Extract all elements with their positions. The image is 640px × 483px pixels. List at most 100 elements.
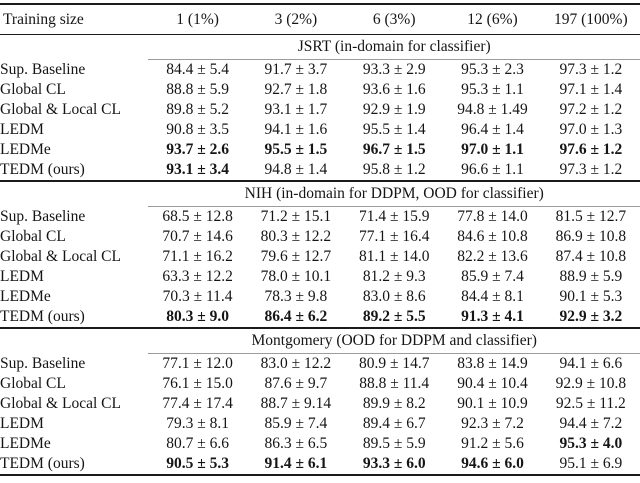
table-row: Global CL 88.8 ± 5.9 92.7 ± 1.8 93.6 ± 1.6 9… [0,80,640,100]
table-row: Sup. Baseline 68.5 ± 12.8 71.2 ± 15.1 71.4 … [0,207,640,228]
table-section: NIH (in-domain for DDPM, OOD for classif… [0,181,640,328]
metric-cell: 87.4 ± 10.8 [555,248,627,265]
table-section: JSRT (in-domain for classifier) Sup. Base… [0,34,640,181]
metric-cell: 95.5 ± 1.4 [362,121,426,138]
metric-cell: 94.1 ± 1.6 [264,121,328,138]
row-label: Global CL [0,375,66,392]
section-title: Montgomery (OOD for DDPM and classifier) [148,328,640,354]
row-label: Global & Local CL [0,395,121,412]
metric-cell: 71.1 ± 16.2 [162,248,233,265]
row-label: TEDM (ours) [0,308,85,325]
metric-cell: 77.4 ± 17.4 [162,395,233,412]
metric-cell: 87.6 ± 9.7 [264,375,328,392]
metric-cell: 84.6 ± 10.8 [457,228,528,245]
row-label: LEDMe [0,141,51,158]
metric-cell: 93.1 ± 3.4 [166,161,229,178]
section-title-spacer [0,181,148,207]
metric-cell: 97.3 ± 1.2 [559,61,623,78]
metric-cell: 84.4 ± 5.4 [166,61,229,78]
metric-cell: 94.8 ± 1.49 [457,101,528,118]
metric-cell: 92.9 ± 3.2 [559,308,623,325]
table-header: Training size 1 (1%) 3 (2%) 6 (3%) 12 (6%) 19… [0,4,640,35]
metric-cell: 77.1 ± 12.0 [162,355,233,372]
row-label: Global CL [0,81,66,98]
metric-cell: 92.3 ± 7.2 [461,415,524,432]
column-header: 3 (2%) [274,10,318,28]
table-row: Sup. Baseline 84.4 ± 5.4 91.7 ± 3.7 93.3 ± … [0,60,640,81]
metric-cell: 97.3 ± 1.2 [559,161,623,178]
metric-cell: 93.7 ± 2.6 [166,141,229,158]
metric-cell: 96.7 ± 1.5 [362,141,426,158]
metric-cell: 77.1 ± 16.4 [358,228,430,245]
metric-cell: 89.9 ± 8.2 [362,395,426,412]
metric-cell: 90.1 ± 10.9 [457,395,528,412]
metric-cell: 86.4 ± 6.2 [264,308,328,325]
table-row: Global & Local CL 71.1 ± 16.2 79.6 ± 12.7 8… [0,247,640,267]
metric-cell: 88.7 ± 9.14 [260,395,332,412]
metric-cell: 95.3 ± 2.3 [461,61,524,78]
table-row: Sup. Baseline 77.1 ± 12.0 83.0 ± 12.2 80.9 … [0,354,640,375]
section-title-spacer [0,328,148,354]
table-row: TEDM (ours) 80.3 ± 9.0 86.4 ± 6.2 89.2 ± 5.… [0,307,640,328]
metric-cell: 70.7 ± 14.6 [162,228,233,245]
training-size-column-header: Training size [3,10,84,28]
table-row: TEDM (ours) 93.1 ± 3.4 94.8 ± 1.4 95.8 ± 1.… [0,160,640,181]
metric-cell: 83.0 ± 12.2 [260,355,332,372]
table-row: LEDM 79.3 ± 8.1 85.9 ± 7.4 89.4 ± 6.7 92.3 ±… [0,414,640,434]
metric-cell: 78.0 ± 10.1 [260,268,332,285]
metric-cell: 71.2 ± 15.1 [260,208,332,225]
table-row: TEDM (ours) 90.5 ± 5.3 91.4 ± 6.1 93.3 ± 6.… [0,454,640,475]
header-row: Training size 1 (1%) 3 (2%) 6 (3%) 12 (6%) 19… [0,4,640,35]
metric-cell: 81.5 ± 12.7 [555,208,627,225]
metric-cell: 89.2 ± 5.5 [362,308,426,325]
metric-cell: 85.9 ± 7.4 [461,268,524,285]
table-row: Global CL 70.7 ± 14.6 80.3 ± 12.2 77.1 ± 16… [0,227,640,247]
section-title: JSRT (in-domain for classifier) [148,34,640,60]
table-row: LEDMe 80.7 ± 6.6 86.3 ± 6.5 89.5 ± 5.9 91.2 … [0,434,640,454]
metric-cell: 85.9 ± 7.4 [264,415,328,432]
metric-cell: 94.6 ± 6.0 [461,455,524,472]
section-title-spacer [0,35,148,60]
row-label: TEDM (ours) [0,161,85,178]
table-row: LEDMe 93.7 ± 2.6 95.5 ± 1.5 96.7 ± 1.5 97.0 … [0,140,640,160]
table-row: LEDM 90.8 ± 3.5 94.1 ± 1.6 95.5 ± 1.4 96.4 ±… [0,120,640,140]
metric-cell: 91.3 ± 4.1 [461,308,524,325]
metric-cell: 96.4 ± 1.4 [461,121,524,138]
table-section: Montgomery (OOD for DDPM and classifier)… [0,328,640,475]
metric-cell: 93.3 ± 6.0 [362,455,426,472]
metric-cell: 97.2 ± 1.2 [559,101,623,118]
table-row: LEDMe 70.3 ± 11.4 78.3 ± 9.8 83.0 ± 8.6 84.4… [0,287,640,307]
metric-cell: 77.8 ± 14.0 [457,208,528,225]
metric-cell: 80.3 ± 12.2 [260,228,332,245]
metric-cell: 97.1 ± 1.4 [559,81,623,98]
metric-cell: 86.3 ± 6.5 [264,435,328,452]
metric-cell: 70.3 ± 11.4 [162,288,233,305]
metric-cell: 91.7 ± 3.7 [264,61,328,78]
row-label: LEDM [0,268,44,285]
metric-cell: 90.4 ± 10.4 [457,375,528,392]
metric-cell: 95.1 ± 6.9 [559,455,623,472]
row-label: Sup. Baseline [0,354,86,372]
metric-cell: 80.7 ± 6.6 [166,435,229,452]
column-header: 6 (3%) [372,10,416,28]
metric-cell: 81.1 ± 14.0 [358,248,430,265]
metric-cell: 83.8 ± 14.9 [457,355,528,372]
metric-cell: 78.3 ± 9.8 [264,288,328,305]
row-label: TEDM (ours) [0,455,85,472]
metric-cell: 94.1 ± 6.6 [559,355,623,372]
section-title: NIH (in-domain for DDPM, OOD for classif… [148,181,640,207]
row-label: LEDM [0,415,44,432]
metric-cell: 88.9 ± 5.9 [559,268,623,285]
row-label: Sup. Baseline [0,207,86,225]
metric-cell: 92.9 ± 10.8 [555,375,627,392]
metric-cell: 80.9 ± 14.7 [358,355,430,372]
metric-cell: 93.3 ± 2.9 [362,61,426,78]
row-label: Global & Local CL [0,248,121,265]
metric-cell: 97.0 ± 1.3 [559,121,623,138]
metric-cell: 95.3 ± 4.0 [559,435,623,452]
metric-cell: 97.0 ± 1.1 [461,141,524,158]
metric-cell: 92.5 ± 11.2 [555,395,626,412]
column-header: 197 (100%) [554,10,628,28]
metric-cell: 93.1 ± 1.7 [264,101,328,118]
